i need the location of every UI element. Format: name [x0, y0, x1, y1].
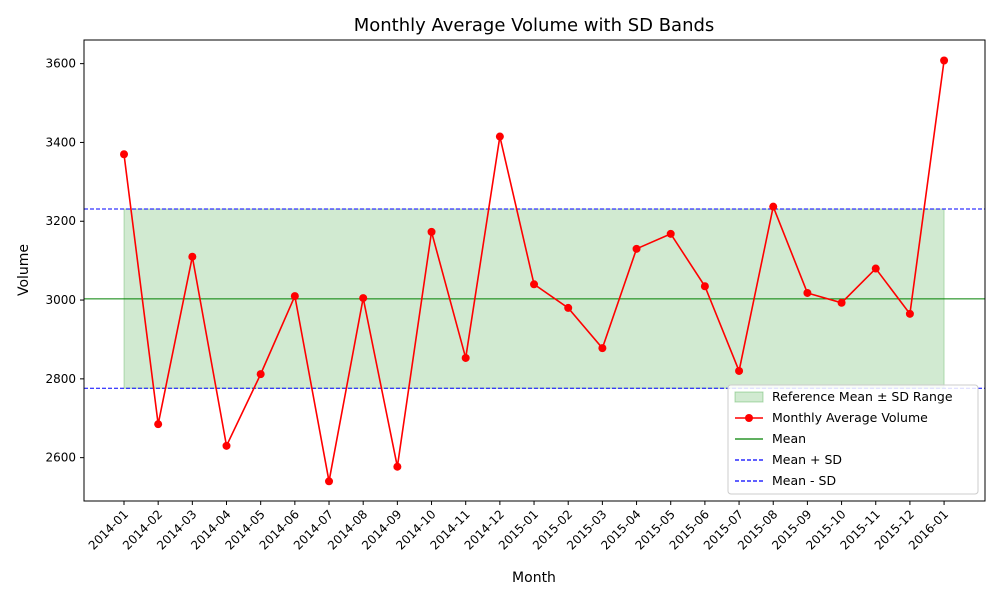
y-tick-label-2600: 2600 — [45, 451, 76, 465]
legend-swatch-band — [734, 391, 764, 403]
data-point-2014-03 — [188, 252, 197, 261]
chart-title: Monthly Average Volume with SD Bands — [354, 15, 715, 36]
data-point-2015-11 — [871, 264, 880, 273]
legend: Reference Mean ± SD Range Monthly Averag… — [727, 384, 979, 495]
data-point-2014-05 — [256, 370, 265, 379]
y-axis: 2600 2800 3000 3200 3400 3600 — [45, 57, 84, 465]
data-point-2015-10 — [837, 298, 846, 307]
x-axis: 2014-012014-022014-032014-042014-052014-… — [86, 501, 951, 553]
legend-label-mean-minus-sd: Mean - SD — [772, 473, 836, 488]
legend-label-mean-plus-sd: Mean + SD — [772, 452, 842, 467]
data-point-2014-02 — [154, 420, 163, 429]
data-point-2014-09 — [393, 462, 402, 471]
data-point-2014-01 — [120, 150, 128, 159]
y-tick-label-3400: 3400 — [45, 135, 76, 149]
legend-swatch-series-marker — [745, 414, 753, 422]
legend-box — [727, 384, 979, 495]
y-tick-label-3600: 3600 — [45, 57, 76, 71]
legend-label-series: Monthly Average Volume — [772, 410, 928, 425]
data-point-2014-08 — [359, 294, 368, 303]
data-point-2015-09 — [803, 288, 812, 297]
data-point-2015-07 — [735, 366, 744, 375]
data-point-2016-01 — [940, 56, 949, 65]
data-point-2015-01 — [530, 280, 539, 289]
legend-label-band: Reference Mean ± SD Range — [772, 389, 953, 404]
data-point-2015-02 — [564, 303, 573, 312]
series-points — [120, 56, 949, 486]
y-tick-label-2800: 2800 — [45, 372, 76, 386]
legend-label-mean: Mean — [772, 431, 806, 446]
data-point-2014-04 — [222, 441, 231, 450]
data-point-2014-06 — [290, 292, 299, 301]
x-axis-label: Month — [512, 570, 556, 586]
data-point-2015-08 — [769, 202, 778, 211]
plot-area — [83, 39, 986, 502]
data-point-2014-12 — [495, 132, 504, 141]
data-point-2015-05 — [666, 229, 675, 238]
data-point-2014-11 — [461, 353, 470, 362]
y-axis-label: Volume — [16, 244, 32, 296]
data-point-2015-06 — [700, 282, 709, 291]
data-point-2014-10 — [427, 227, 436, 236]
data-point-2015-03 — [598, 344, 607, 353]
data-point-2014-07 — [325, 477, 334, 486]
data-point-2015-12 — [905, 309, 914, 318]
y-tick-label-3000: 3000 — [45, 293, 76, 307]
y-tick-label-3200: 3200 — [45, 214, 76, 228]
data-point-2015-04 — [632, 244, 641, 253]
